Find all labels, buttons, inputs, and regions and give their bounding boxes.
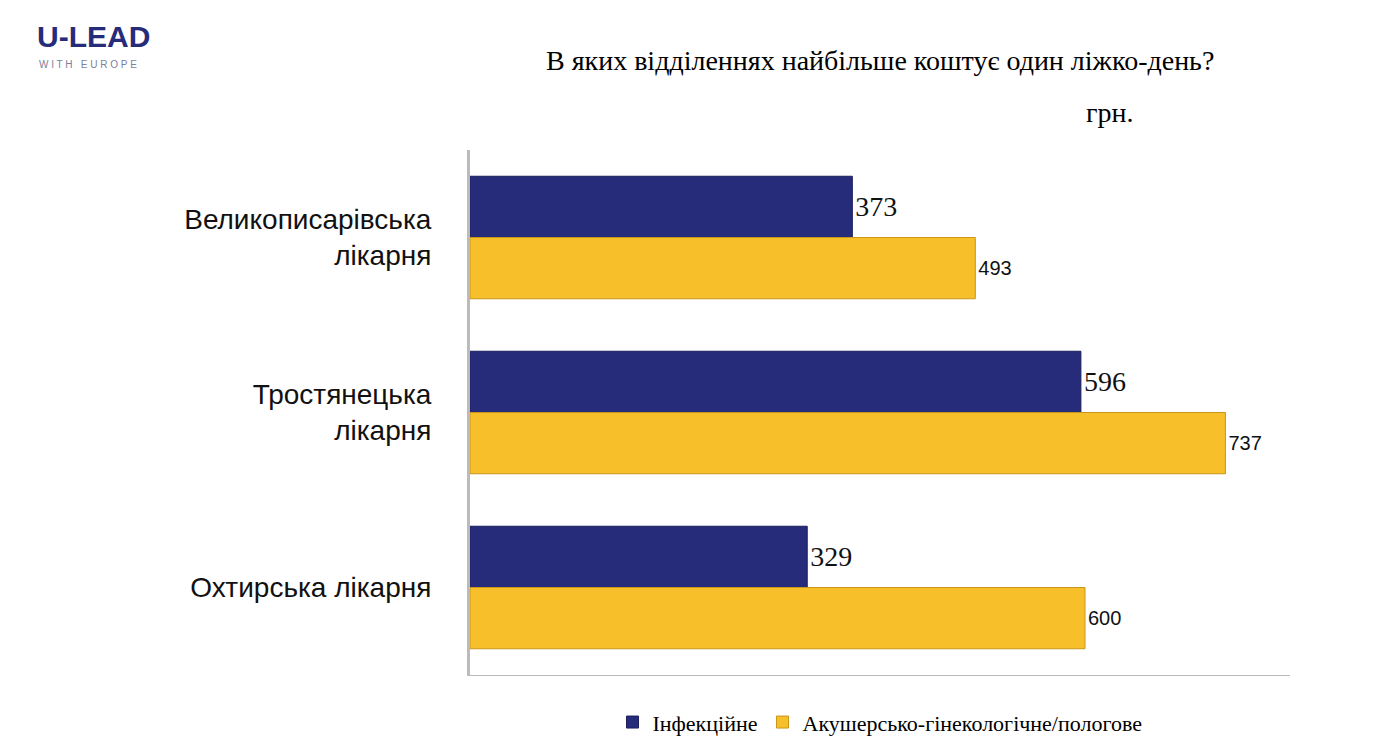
svg-text:493: 493 xyxy=(978,257,1011,279)
svg-text:Охтирська лікарня: Охтирська лікарня xyxy=(190,572,431,603)
svg-text:Акушерсько-гінекологічне/полог: Акушерсько-гінекологічне/пологове xyxy=(803,711,1142,736)
svg-text:737: 737 xyxy=(1228,432,1261,454)
svg-text:Інфекційне: Інфекційне xyxy=(653,711,758,736)
svg-text:596: 596 xyxy=(1084,366,1126,397)
svg-text:W I T H E U R O P E: W I T H E U R O P E xyxy=(39,59,137,70)
svg-text:Тростянецькалікарня: Тростянецькалікарня xyxy=(253,379,432,446)
svg-text:грн.: грн. xyxy=(1086,97,1133,128)
svg-text:Великописарівськалікарня: Великописарівськалікарня xyxy=(184,204,432,271)
svg-text:В яких відділеннях найбільше к: В яких відділеннях найбільше коштує один… xyxy=(546,45,1214,76)
svg-text:U-LEAD: U-LEAD xyxy=(37,20,150,53)
svg-text:600: 600 xyxy=(1088,607,1121,629)
svg-text:329: 329 xyxy=(810,541,852,572)
svg-text:373: 373 xyxy=(855,191,897,222)
